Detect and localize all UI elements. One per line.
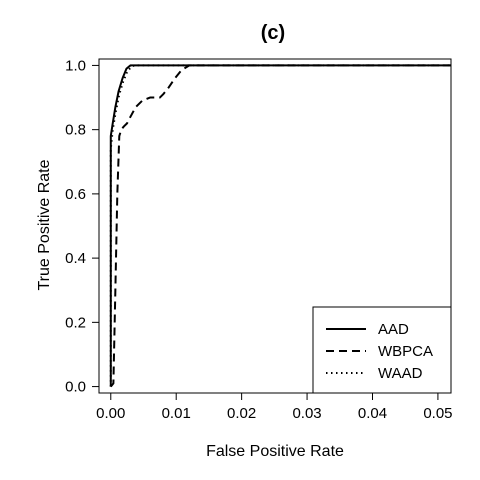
y-tick-label: 0.0 [65, 379, 86, 396]
axes: 0.00 0.01 0.02 0.03 0.04 0.05 0.0 0.2 0.4 0.6 0.8 1… [65, 57, 452, 422]
y-tick-label: 0.6 [65, 186, 86, 203]
y-axis-label: True Positive Rate [36, 159, 53, 290]
series-layer [109, 64, 451, 388]
x-tick-label: 0.02 [227, 405, 256, 422]
y-tick-label: 0.2 [65, 314, 86, 331]
y-tick-label: 0.4 [65, 250, 86, 267]
legend: AAD WBPCA WAAD [312, 306, 452, 394]
chart-title: (c) [261, 22, 285, 44]
x-tick-label: 0.00 [96, 405, 125, 422]
x-tick-label: 0.01 [162, 405, 191, 422]
x-axis-label: False Positive Rate [206, 443, 344, 460]
legend-box [312, 306, 452, 394]
x-tick-label: 0.04 [358, 405, 387, 422]
y-tick-label: 0.8 [65, 122, 86, 139]
legend-label-waad: WAAD [378, 365, 423, 382]
x-tick-label: 0.05 [423, 405, 452, 422]
legend-label-aad: AAD [378, 321, 409, 338]
series-line-aad [109, 64, 451, 387]
y-tick-label: 1.0 [65, 57, 86, 74]
x-tick-label: 0.03 [292, 405, 321, 422]
legend-label-wbpca: WBPCA [378, 343, 433, 360]
